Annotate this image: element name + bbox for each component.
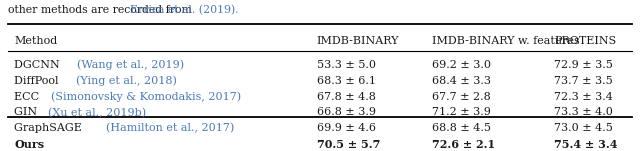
- Text: Ours: Ours: [14, 139, 44, 150]
- Text: (Simonovsky & Komodakis, 2017): (Simonovsky & Komodakis, 2017): [51, 92, 241, 102]
- Text: 68.3 ± 6.1: 68.3 ± 6.1: [317, 76, 376, 86]
- Text: IMDB-BINARY w. features: IMDB-BINARY w. features: [431, 36, 579, 46]
- Text: 71.2 ± 3.9: 71.2 ± 3.9: [431, 107, 490, 117]
- Text: other methods are recorded from: other methods are recorded from: [8, 5, 195, 15]
- Text: 73.7 ± 3.5: 73.7 ± 3.5: [554, 76, 613, 86]
- Text: GraphSAGE: GraphSAGE: [14, 123, 86, 133]
- Text: 68.4 ± 3.3: 68.4 ± 3.3: [431, 76, 490, 86]
- Text: 68.8 ± 4.5: 68.8 ± 4.5: [431, 123, 490, 133]
- Text: GIN: GIN: [14, 107, 41, 117]
- Text: 69.9 ± 4.6: 69.9 ± 4.6: [317, 123, 376, 133]
- Text: 70.5 ± 5.7: 70.5 ± 5.7: [317, 139, 380, 150]
- Text: 73.3 ± 4.0: 73.3 ± 4.0: [554, 107, 613, 117]
- Text: 73.0 ± 4.5: 73.0 ± 4.5: [554, 123, 613, 133]
- Text: DiffPool: DiffPool: [14, 76, 62, 86]
- Text: IMDB-BINARY: IMDB-BINARY: [317, 36, 399, 46]
- Text: Errica et al. (2019).: Errica et al. (2019).: [130, 5, 239, 15]
- Text: 66.8 ± 3.9: 66.8 ± 3.9: [317, 107, 376, 117]
- Text: 72.9 ± 3.5: 72.9 ± 3.5: [554, 60, 613, 70]
- Text: 72.3 ± 3.4: 72.3 ± 3.4: [554, 92, 613, 101]
- Text: (Wang et al., 2019): (Wang et al., 2019): [77, 60, 184, 70]
- Text: DGCNN: DGCNN: [14, 60, 63, 70]
- Text: 67.7 ± 2.8: 67.7 ± 2.8: [431, 92, 490, 101]
- Text: 53.3 ± 5.0: 53.3 ± 5.0: [317, 60, 376, 70]
- Text: 75.4 ± 3.4: 75.4 ± 3.4: [554, 139, 618, 150]
- Text: ECC: ECC: [14, 92, 43, 101]
- Text: 69.2 ± 3.0: 69.2 ± 3.0: [431, 60, 490, 70]
- Text: (Ying et al., 2018): (Ying et al., 2018): [76, 76, 177, 86]
- Text: PROTEINS: PROTEINS: [554, 36, 617, 46]
- Text: 72.6 ± 2.1: 72.6 ± 2.1: [431, 139, 495, 150]
- Text: Method: Method: [14, 36, 58, 46]
- Text: 67.8 ± 4.8: 67.8 ± 4.8: [317, 92, 376, 101]
- Text: (Hamilton et al., 2017): (Hamilton et al., 2017): [106, 123, 234, 134]
- Text: (Xu et al., 2019b): (Xu et al., 2019b): [49, 107, 147, 118]
